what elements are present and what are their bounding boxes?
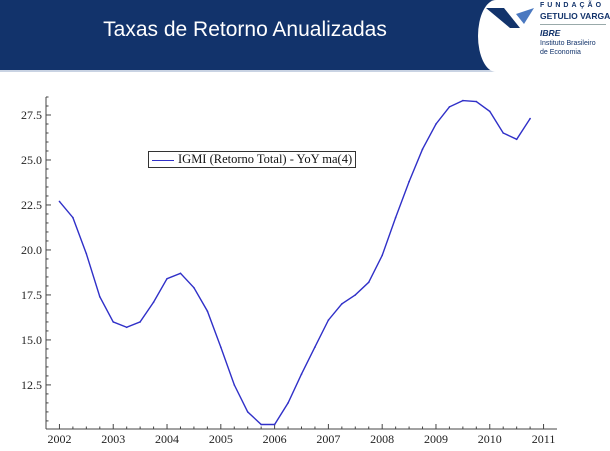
data-point [112, 321, 115, 323]
data-point [166, 277, 168, 280]
y-tick-label: 17.5 [21, 288, 42, 302]
legend: IGMI (Retorno Total) - YoY ma(4) [148, 151, 357, 168]
data-point [502, 132, 505, 134]
data-point [488, 110, 491, 113]
data-point [381, 254, 383, 257]
data-point [529, 117, 531, 120]
header-divider [0, 70, 610, 72]
logo-line4: Instituto Brasileiro [540, 40, 596, 47]
data-point [139, 321, 141, 323]
data-point [354, 294, 357, 296]
data-point [246, 411, 249, 413]
data-point [408, 180, 410, 183]
x-tick-label: 2008 [370, 432, 394, 446]
x-tick-label: 2005 [209, 432, 233, 446]
data-point [58, 200, 61, 203]
fgv-logo-mark-icon [486, 8, 534, 28]
y-tick-label: 15.0 [21, 333, 42, 347]
y-tick-label: 12.5 [21, 378, 42, 392]
x-tick-label: 2004 [155, 432, 179, 446]
logo-line5: de Economia [540, 49, 581, 56]
legend-label: IGMI (Retorno Total) - YoY ma(4) [178, 152, 353, 166]
data-point [85, 252, 88, 255]
data-point [72, 216, 74, 219]
x-tick-label: 2002 [47, 432, 71, 446]
data-point [515, 138, 518, 141]
data-point [287, 402, 289, 404]
data-point [179, 272, 182, 275]
logo-line2: GETULIO VARGAS [540, 11, 610, 21]
data-point [327, 319, 330, 321]
logo-line1: FUNDAÇÃO [540, 2, 605, 9]
data-point [260, 423, 262, 426]
x-tick-label: 2009 [424, 432, 448, 446]
data-point [300, 373, 303, 375]
data-point [435, 123, 437, 125]
legend-swatch [152, 159, 174, 161]
data-point [206, 310, 209, 312]
x-tick-label: 2006 [263, 432, 287, 446]
page-title: Taxas de Retorno Anualizadas [103, 18, 387, 41]
data-point [394, 216, 397, 219]
data-point [193, 286, 195, 289]
y-tick-label: 25.0 [21, 153, 42, 167]
series-line [58, 99, 531, 426]
logo-line3: IBRE [540, 28, 561, 38]
data-point [367, 281, 370, 284]
data-point [125, 326, 128, 329]
data-point [220, 346, 222, 348]
data-point [341, 303, 343, 305]
data-point [273, 423, 276, 426]
data-point [448, 106, 451, 108]
data-point [421, 148, 424, 150]
fgv-logo: FUNDAÇÃO GETULIO VARGAS IBRE Instituto B… [478, 0, 610, 72]
data-point [314, 346, 316, 348]
data-point [152, 301, 155, 303]
x-tick-label: 2003 [101, 432, 125, 446]
y-tick-label: 27.5 [21, 108, 42, 122]
y-tick-label: 20.0 [21, 243, 42, 257]
data-point [233, 384, 236, 386]
data-point [475, 100, 478, 103]
axes [45, 97, 557, 430]
y-tick-label: 22.5 [21, 198, 42, 212]
x-tick-label: 2010 [478, 432, 502, 446]
data-point [462, 99, 464, 102]
x-tick-label: 2011 [532, 432, 556, 446]
data-point [98, 295, 101, 298]
logo-divider [540, 24, 606, 25]
x-tick-label: 2007 [316, 432, 340, 446]
